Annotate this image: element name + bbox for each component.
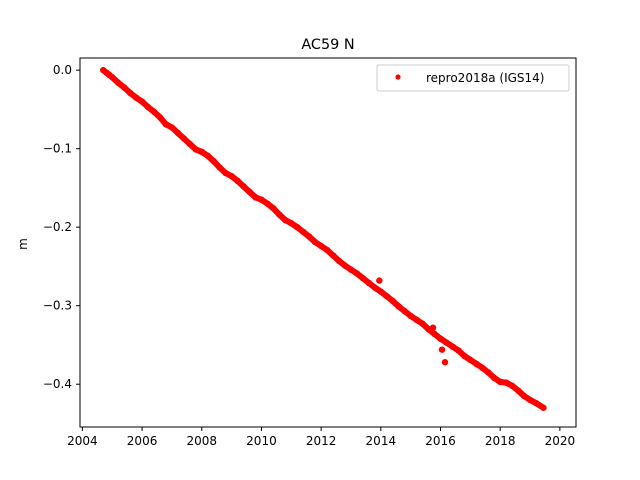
y-tick-label: −0.4 <box>43 377 72 391</box>
data-point <box>438 346 446 353</box>
data-point <box>376 277 383 284</box>
data-band-segment <box>533 400 547 411</box>
y-tick-label: 0.0 <box>53 63 72 77</box>
x-tick-label: 2014 <box>366 434 397 448</box>
x-tick-label: 2012 <box>306 434 337 448</box>
x-tick-label: 2004 <box>67 434 98 448</box>
x-tick-label: 2008 <box>186 434 217 448</box>
x-tick-label: 2006 <box>127 434 158 448</box>
legend-label: repro2018a (IGS14) <box>426 71 544 85</box>
x-tick-label: 2020 <box>545 434 576 448</box>
axis-ticks: 2004 2006 2008 2010 2012 2014 2016 2018 2020 0.0 −… <box>43 63 575 448</box>
legend-marker <box>395 74 401 80</box>
y-axis-label: m <box>16 238 30 250</box>
plot-area-frame <box>79 57 577 428</box>
data-points <box>100 66 547 411</box>
legend-box <box>376 64 570 92</box>
x-tick-label: 2010 <box>246 434 277 448</box>
data-point <box>441 359 449 366</box>
y-tick-label: −0.2 <box>43 220 72 234</box>
y-tick-label: −0.3 <box>43 299 72 313</box>
y-tick-label: −0.1 <box>43 142 72 156</box>
chart-title: AC59 N <box>301 37 354 53</box>
x-tick-label: 2018 <box>485 434 516 448</box>
legend: repro2018a (IGS14) <box>376 64 570 92</box>
x-tick-label: 2016 <box>425 434 456 448</box>
